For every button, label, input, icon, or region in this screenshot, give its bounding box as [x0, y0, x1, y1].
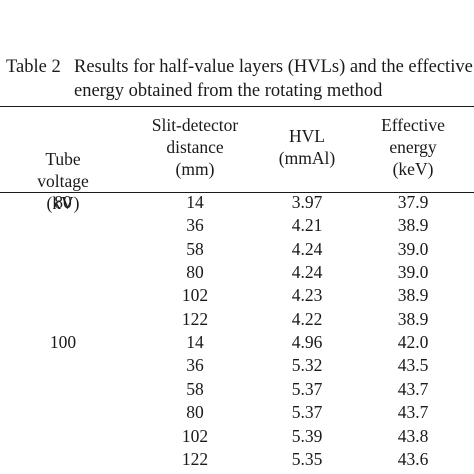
- table-row: 36 4.21 38.9: [0, 214, 474, 237]
- table-row: 100 14 4.96 42.0: [0, 331, 474, 354]
- table-row: 122 4.22 38.9: [0, 308, 474, 331]
- header-energy-line-3: (keV): [392, 159, 434, 179]
- distance-cell: 80: [186, 402, 204, 423]
- distance-cell: 58: [186, 238, 204, 259]
- effective-energy-cell: 38.9: [397, 308, 429, 329]
- table-label: Table 2: [6, 57, 61, 77]
- effective-energy-cell: 38.9: [397, 215, 429, 236]
- distance-cell: 36: [186, 355, 204, 376]
- caption-line-2: energy obtained from the rotating method: [74, 81, 383, 101]
- hvl-cell: 5.39: [291, 425, 323, 446]
- header-energy-line-1: Effective: [381, 115, 445, 135]
- table-row: 80 4.24 39.0: [0, 261, 474, 284]
- hvl-cell: 4.23: [291, 285, 323, 306]
- tube-voltage-cell: 80: [54, 192, 72, 212]
- table-top-rule: [0, 106, 474, 108]
- table-row: 102 4.23 38.9: [0, 284, 474, 307]
- table-row: 36 5.32 43.5: [0, 354, 474, 377]
- header-hvl: HVL (mmAl): [262, 125, 352, 169]
- header-tube-voltage-line-1: Tube voltage: [37, 149, 89, 191]
- hvl-cell: 4.96: [291, 332, 323, 353]
- hvl-cell: 4.24: [291, 238, 323, 259]
- distance-cell: 122: [181, 308, 209, 329]
- header-hvl-line-2: (mmAl): [278, 148, 336, 168]
- header-hvl-line-1: HVL: [289, 126, 325, 146]
- table-row: 122 5.35 43.6: [0, 448, 474, 471]
- effective-energy-cell: 43.7: [397, 378, 429, 399]
- effective-energy-cell: 42.0: [397, 332, 429, 353]
- table-row: 102 5.39 43.8: [0, 425, 474, 448]
- table-row: 58 4.24 39.0: [0, 238, 474, 261]
- table-row: 80 14 3.97 37.9: [0, 191, 474, 214]
- header-tube-voltage: Tube voltage (kV): [18, 148, 108, 214]
- effective-energy-cell: 37.9: [397, 192, 429, 212]
- table-row: 80 5.37 43.7: [0, 401, 474, 424]
- hvl-cell: 4.22: [291, 308, 323, 329]
- hvl-cell: 5.37: [291, 378, 323, 399]
- header-effective-energy: Effective energy (keV): [368, 114, 458, 180]
- header-distance-line-1: Slit-detector: [151, 115, 239, 135]
- effective-energy-cell: 43.6: [397, 448, 429, 469]
- table-caption: Table 2 Results for half-value layers (HV…: [6, 55, 474, 103]
- distance-cell: 14: [186, 332, 204, 353]
- tube-voltage-cell: 100: [49, 332, 77, 353]
- hvl-cell: 5.35: [291, 448, 323, 469]
- table-header-rule: [0, 192, 474, 194]
- hvl-cell: 4.24: [291, 262, 323, 283]
- effective-energy-cell: 39.0: [397, 262, 429, 283]
- distance-cell: 14: [186, 192, 204, 212]
- effective-energy-cell: 39.0: [397, 238, 429, 259]
- distance-cell: 102: [181, 425, 209, 446]
- distance-cell: 102: [181, 285, 209, 306]
- header-distance-line-3: (mm): [175, 159, 215, 179]
- caption-line-1: Table 2 Results for half-value layers (HV…: [6, 55, 474, 79]
- distance-cell: 36: [186, 215, 204, 236]
- header-distance-line-2: distance: [166, 137, 224, 157]
- header-energy-line-2: energy: [389, 137, 437, 157]
- effective-energy-cell: 43.8: [397, 425, 429, 446]
- distance-cell: 122: [181, 448, 209, 469]
- distance-cell: 80: [186, 262, 204, 283]
- hvl-cell: 3.97: [291, 192, 323, 212]
- distance-cell: 58: [186, 378, 204, 399]
- header-slit-detector-distance: Slit-detector distance (mm): [145, 114, 245, 180]
- effective-energy-cell: 43.5: [397, 355, 429, 376]
- hvl-cell: 5.37: [291, 402, 323, 423]
- effective-energy-cell: 38.9: [397, 285, 429, 306]
- header-tube-voltage-line-2: (kV): [46, 193, 80, 213]
- table-row: 58 5.37 43.7: [0, 378, 474, 401]
- hvl-cell: 5.32: [291, 355, 323, 376]
- caption-title: Results for half-value layers (HVLs) and…: [74, 57, 473, 77]
- hvl-cell: 4.21: [291, 215, 323, 236]
- effective-energy-cell: 43.7: [397, 402, 429, 423]
